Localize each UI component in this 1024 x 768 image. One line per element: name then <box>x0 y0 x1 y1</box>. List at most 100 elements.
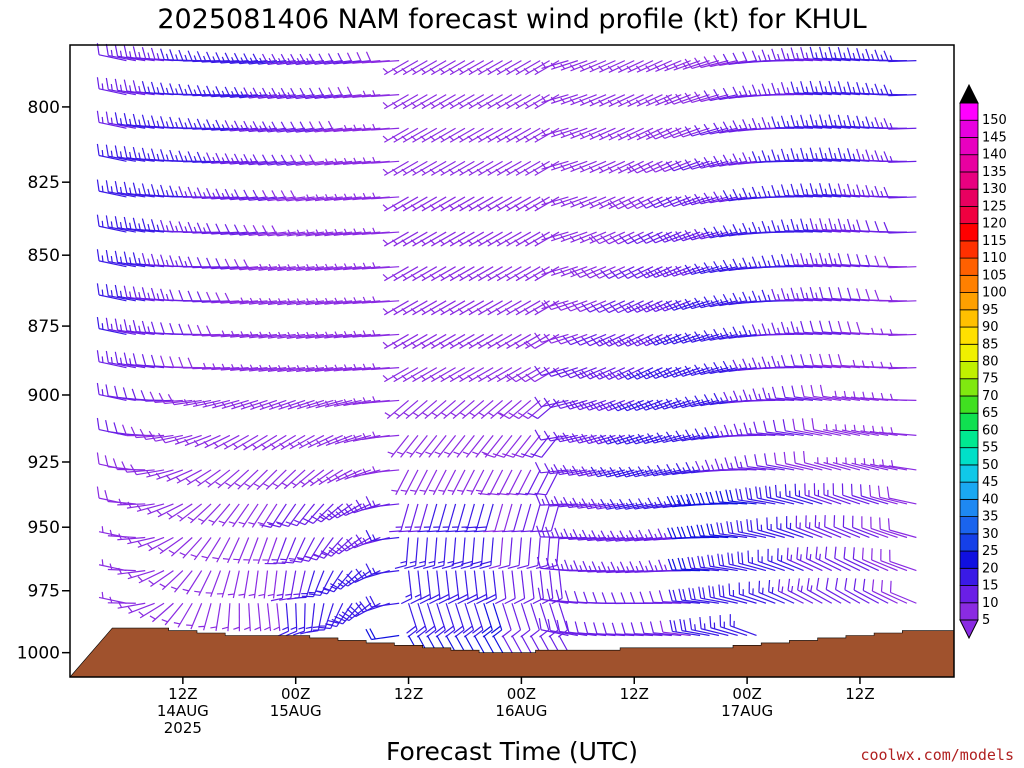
wind-barb <box>337 52 372 65</box>
wind-barb <box>486 94 513 110</box>
wind-barb <box>560 160 588 172</box>
wind-barb <box>107 563 136 572</box>
wind-barb <box>814 515 842 539</box>
wind-barb <box>809 46 842 62</box>
wind-barb <box>532 570 544 605</box>
wind-barb <box>290 469 315 489</box>
wind-barb <box>813 457 842 471</box>
wind-barb <box>429 231 456 247</box>
wind-barb <box>420 231 447 247</box>
wind-barb <box>637 399 673 411</box>
wind-barb <box>252 87 287 99</box>
wind-barb <box>325 434 353 446</box>
wind-barb <box>579 127 607 140</box>
wind-barb <box>850 483 879 505</box>
wind-barb <box>804 483 832 505</box>
wind-barb <box>448 196 475 212</box>
wind-barb <box>763 420 795 437</box>
wind-barb <box>169 185 202 198</box>
wind-barb <box>790 183 823 198</box>
colorbar-label: 140 <box>982 148 1007 163</box>
wind-barb <box>271 87 306 100</box>
wind-barb <box>170 570 193 593</box>
wind-barb <box>401 231 428 247</box>
wind-barb <box>590 266 626 279</box>
wind-barb <box>495 367 522 383</box>
wind-barb <box>617 60 644 74</box>
wind-barb <box>675 265 710 276</box>
wind-barb <box>694 364 729 376</box>
x-tick-label: 12Z <box>845 685 874 703</box>
wind-barb <box>271 154 306 166</box>
wind-barb <box>703 296 738 308</box>
colorbar-swatch <box>959 240 979 259</box>
wind-barb <box>96 350 127 369</box>
wind-barb <box>771 386 804 402</box>
terrain <box>69 627 955 678</box>
colorbar-label: 95 <box>982 303 999 318</box>
wind-barb <box>543 366 579 377</box>
wind-barb <box>187 503 212 524</box>
colorbar-label: 20 <box>982 561 999 576</box>
wind-barb <box>637 498 672 510</box>
wind-barb <box>404 537 419 570</box>
wind-barb <box>448 127 475 143</box>
wind-barb <box>800 81 832 96</box>
wind-barb <box>462 435 485 458</box>
wind-barb <box>865 82 898 96</box>
wind-barb <box>299 154 334 166</box>
wind-barb <box>398 503 419 533</box>
wind-barb <box>834 546 861 572</box>
wind-barb <box>447 570 460 605</box>
wind-barb <box>628 231 663 245</box>
wind-barb <box>261 121 296 133</box>
wind-barb <box>506 367 541 383</box>
wind-barb <box>365 563 400 575</box>
wind-barb <box>523 231 550 247</box>
wind-barb <box>445 503 466 533</box>
wind-barb <box>572 497 607 509</box>
wind-barb <box>534 429 569 441</box>
wind-barb <box>588 160 616 174</box>
wind-barb <box>318 121 353 133</box>
wind-barb <box>581 266 616 279</box>
wind-barb <box>790 115 823 129</box>
wind-barb <box>534 462 569 474</box>
wind-barb <box>166 503 193 520</box>
wind-barb <box>543 333 579 344</box>
wind-barb <box>279 570 297 601</box>
wind-barb <box>850 391 879 402</box>
wind-barb <box>588 94 616 107</box>
wind-barb <box>745 487 776 505</box>
wind-barb <box>233 120 268 132</box>
wind-barb <box>206 325 240 337</box>
wind-barb <box>883 256 917 269</box>
wind-barb <box>495 160 522 176</box>
wind-barb <box>96 110 127 129</box>
wind-barb <box>429 367 456 383</box>
wind-barb <box>273 537 297 565</box>
wind-barb <box>114 318 146 336</box>
colorbar-bottom-arrow <box>959 619 979 640</box>
wind-barb <box>582 560 616 573</box>
wind-barb <box>286 331 315 339</box>
wind-barb <box>705 491 738 505</box>
wind-barb <box>290 87 324 100</box>
colorbar-label: 50 <box>982 458 999 473</box>
wind-barb <box>105 144 136 162</box>
wind-barb <box>137 570 165 584</box>
wind-barb <box>410 94 438 110</box>
wind-barb <box>486 231 513 247</box>
wind-barb <box>523 266 550 282</box>
wind-barb <box>160 322 193 336</box>
wind-barb <box>825 577 851 604</box>
wind-barb <box>328 537 362 555</box>
wind-barb <box>601 561 635 574</box>
wind-barb <box>224 120 259 132</box>
wind-barb <box>406 435 428 458</box>
wind-barb <box>287 399 315 410</box>
wind-barb <box>420 300 447 316</box>
wind-barb <box>327 503 362 519</box>
wind-barb <box>215 292 249 304</box>
wind-barb <box>401 60 428 76</box>
